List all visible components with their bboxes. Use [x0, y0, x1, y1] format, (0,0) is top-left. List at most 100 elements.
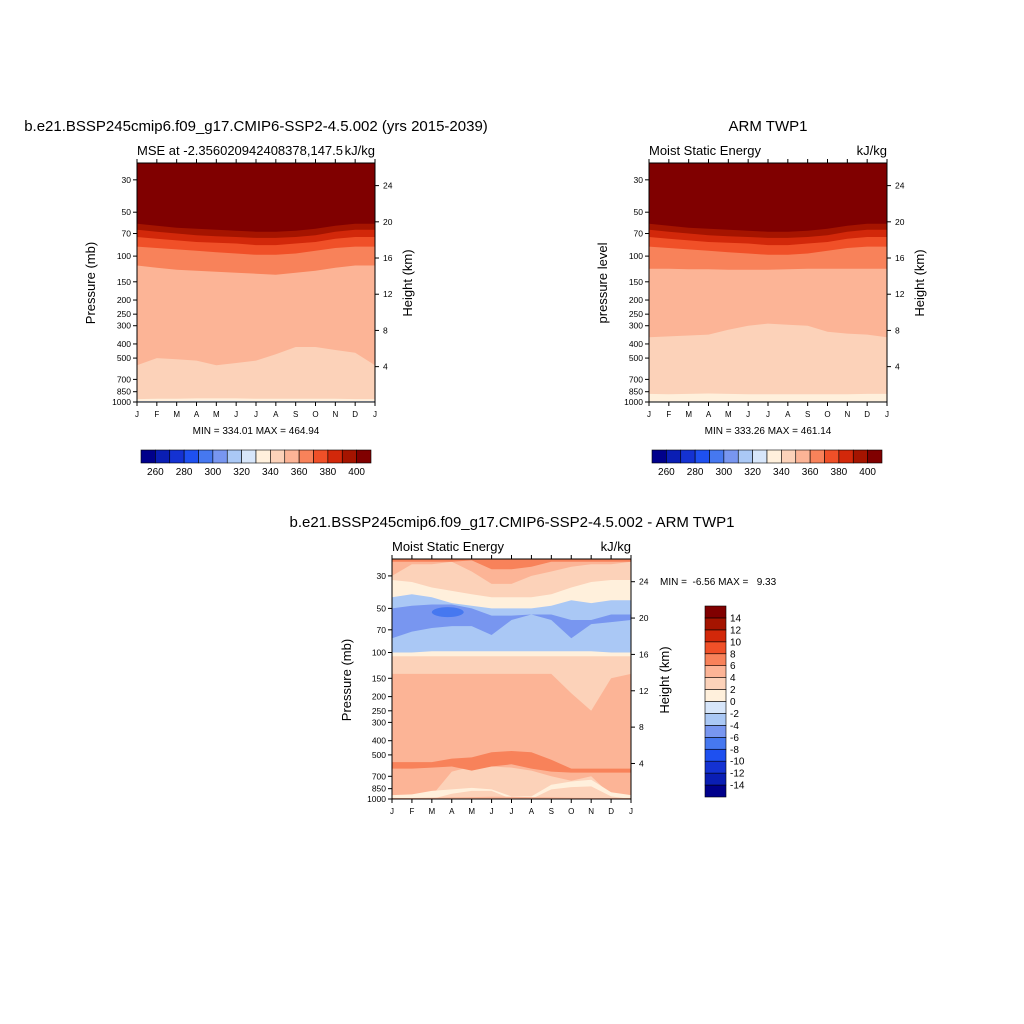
panel-1-xtick-label: F [666, 410, 671, 419]
colorbar-label: 280 [176, 467, 193, 478]
colorbar-swatch [651, 449, 667, 464]
panel-0-htick-label: 24 [383, 181, 393, 191]
panel-2-ytick-label: 500 [372, 750, 386, 760]
colorbar-label: 300 [205, 467, 222, 478]
panel-2-xtick-label: D [608, 807, 614, 816]
panel-0-ytick-label: 300 [117, 321, 131, 331]
panel-1-ytick-label: 50 [634, 207, 644, 217]
panel-1-ytick-label: 850 [629, 387, 643, 397]
panel-1-xtick-label: J [885, 410, 889, 419]
contour-band [392, 779, 631, 799]
panel-0-ytick-label: 250 [117, 309, 131, 319]
panel-1-ytick-label: 250 [629, 309, 643, 319]
panel-0-xtick-label: M [173, 410, 180, 419]
panel-2-ytick-label: 1000 [367, 794, 386, 804]
contour-band [392, 559, 631, 584]
colorbar-swatch [824, 449, 840, 464]
colorbar-label: 340 [262, 467, 279, 478]
panel-0-ytick-label: 30 [122, 175, 132, 185]
colorbar-swatch [356, 449, 372, 464]
panel-2-ytick-label: 200 [372, 692, 386, 702]
colorbar-label: 360 [802, 467, 819, 478]
panel-model: b.e21.BSSP245cmip6.f09_g17.CMIP6-SSP2-4.… [24, 118, 488, 478]
panel-0-xtick-label: A [194, 410, 200, 419]
contour-band [392, 796, 631, 799]
panel-2-ytick-label: 100 [372, 648, 386, 658]
colorbar-label: 10 [730, 637, 742, 648]
colorbar-swatch [723, 449, 739, 464]
panel-1-xtick-label: J [766, 410, 770, 419]
colorbar-swatch [704, 701, 727, 714]
panel-1-ytick-label: 700 [629, 374, 643, 384]
panel-2-htick-label: 4 [639, 758, 644, 768]
panel-2-xtick-label: J [510, 807, 514, 816]
colorbar-swatch [809, 449, 825, 464]
contour-band [137, 163, 375, 227]
panel-obs-title: ARM TWP1 [729, 118, 808, 135]
panel-1-htick-label: 8 [895, 325, 900, 335]
colorbar-swatch [704, 665, 727, 678]
colorbar-swatch [704, 784, 727, 798]
colorbar-swatch [680, 449, 696, 464]
panel-model-ylabel-right: Height (km) [400, 249, 415, 316]
colorbar-label: 8 [730, 649, 736, 660]
colorbar-swatch [284, 449, 300, 464]
panel-1-ytick-label: 400 [629, 339, 643, 349]
panel-0-fill [137, 163, 375, 402]
panel-1-ytick-label: 150 [629, 277, 643, 287]
panel-1-ytick-label: 1000 [624, 397, 643, 407]
colorbar-swatch [155, 449, 171, 464]
colorbar-label: 360 [291, 467, 308, 478]
panel-2-xtick-label: N [588, 807, 594, 816]
panel-2-ytick-label: 50 [377, 603, 387, 613]
colorbar-swatch [255, 449, 271, 464]
panel-obs-colorbar: 260 280 300 320 340 360 380 400 [651, 449, 883, 478]
panel-2-htick-label: 16 [639, 649, 649, 659]
panel-0-htick-label: 4 [383, 362, 388, 372]
panel-0-xtick-label: O [312, 410, 318, 419]
panel-2-xtick-label: M [468, 807, 475, 816]
panel-1-xtick-label: O [824, 410, 830, 419]
contour-band [392, 751, 631, 773]
colorbar-label: 260 [147, 467, 164, 478]
colorbar-swatch [666, 449, 682, 464]
panel-0-xtick-label: J [254, 410, 258, 419]
panel-0-xtick-label: A [273, 410, 279, 419]
colorbar-swatch [140, 449, 156, 464]
colorbar-swatch [341, 449, 357, 464]
colorbar-label: -14 [730, 781, 745, 792]
panel-0-xtick-label: J [135, 410, 139, 419]
colorbar-swatch [704, 772, 727, 786]
colorbar-swatch [737, 449, 753, 464]
colorbar-label: 400 [859, 467, 876, 478]
panel-obs-ylabel-left: pressure level [595, 242, 610, 323]
panel-diff-subtitle-left: Moist Static Energy [392, 539, 504, 554]
panel-1-xtick-label: A [785, 410, 791, 419]
colorbar-swatch [781, 449, 797, 464]
colorbar-label: 380 [831, 467, 848, 478]
panel-2-xtick-label: S [549, 807, 554, 816]
panel-0-htick-label: 12 [383, 289, 393, 299]
panel-1-fill [649, 163, 887, 402]
panel-0-ytick-label: 150 [117, 277, 131, 287]
colorbar-swatch [709, 449, 725, 464]
colorbar-label: -8 [730, 745, 739, 756]
panel-0-ytick-label: 200 [117, 295, 131, 305]
colorbar-label: 300 [716, 467, 733, 478]
panel-0-ytick-label: 50 [122, 207, 132, 217]
panel-model-subtitle-left: MSE at -2.356020942408378,147.5 [137, 143, 343, 158]
panel-0-htick-label: 20 [383, 217, 393, 227]
colorbar-label: 380 [320, 467, 337, 478]
panel-2-fill [392, 559, 631, 799]
panel-1-xtick-label: J [746, 410, 750, 419]
colorbar-label: 280 [687, 467, 704, 478]
contour-band [392, 559, 631, 570]
panel-0-xtick-label: F [154, 410, 159, 419]
colorbar-label: -10 [730, 757, 745, 768]
colorbar-swatch [226, 449, 242, 464]
colorbar-swatch [212, 449, 228, 464]
colorbar-label: 6 [730, 661, 736, 672]
panel-1-xtick-label: S [805, 410, 810, 419]
